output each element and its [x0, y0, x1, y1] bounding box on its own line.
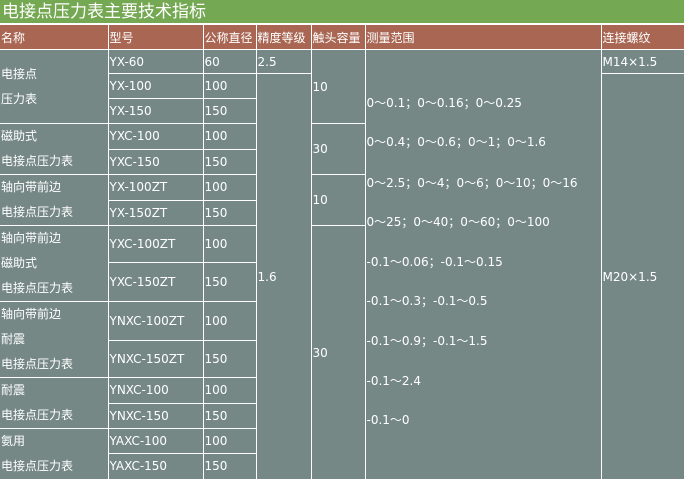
header-range: 测量范围	[364, 24, 602, 50]
diameter-cell: 60	[202, 49, 257, 74]
range-line: 0～0.1；0～0.16；0～0.25	[366, 96, 522, 110]
diameter-cell: 150	[202, 148, 257, 175]
header-row: 名称 型号 公称直径 精度等级 触头容量 测量范围 连接螺纹	[0, 24, 684, 50]
table-row: YNXC-150ZT 150	[0, 339, 684, 379]
name-cell: 电接点 压力表	[0, 49, 109, 124]
name-cell: 氨用 电接点压力表	[0, 428, 109, 480]
diameter-cell: 100	[202, 174, 257, 201]
model-cell: YNXC-150	[107, 402, 204, 429]
diameter-cell: 150	[202, 452, 257, 480]
table-row: 电接点 压力表 YX-60 60 2.5 10 0～0.1；0～0.16；0～0.…	[0, 49, 684, 480]
header-precision: 精度等级	[255, 24, 312, 50]
diameter-cell: 100	[202, 301, 257, 341]
diameter-cell: 150	[202, 199, 257, 226]
name-cell: 轴向带前边 磁助式 电接点压力表	[0, 225, 109, 302]
model-cell: YAXC-100	[107, 428, 204, 454]
range-cell: 0～0.1；0～0.16；0～0.25 0～0.4；0～0.6；0～1；0～1.…	[364, 49, 602, 480]
diameter-cell: 100	[202, 377, 257, 404]
range-line: -0.1～0	[366, 413, 410, 427]
thread-cell: M14×1.5	[600, 49, 684, 74]
diameter-cell: 100	[202, 123, 257, 150]
page-title: 电接点压力表主要技术指标	[0, 0, 684, 24]
table-row: 磁助式 电接点压力表 YXC-100 100 30	[0, 123, 684, 175]
range-line: 0～2.5；0～4；0～6；0～10；0～16	[366, 176, 578, 190]
table-row: YX-150ZT 150	[0, 199, 684, 226]
model-cell: YX-100	[107, 73, 204, 99]
table-row: 轴向带前边 耐震 电接点压力表 YNXC-100ZT 100	[0, 301, 684, 378]
contact-cell: 30	[310, 123, 366, 175]
name-cell: 轴向带前边 电接点压力表	[0, 174, 109, 226]
table-row: 轴向带前边 磁助式 电接点压力表 YXC-100ZT 100 30	[0, 225, 684, 480]
name-cell: 耐震 电接点压力表	[0, 377, 109, 429]
header-model: 型号	[107, 24, 204, 50]
header-name: 名称	[0, 24, 109, 50]
range-line: -0.1～0.9；-0.1～1.5	[366, 334, 488, 348]
model-cell: YX-150	[107, 98, 204, 124]
diameter-cell: 150	[202, 98, 257, 124]
diameter-cell: 150	[202, 261, 257, 303]
name-cell: 轴向带前边 耐震 电接点压力表	[0, 301, 109, 378]
range-line: -0.1～0.06；-0.1～0.15	[366, 255, 503, 269]
diameter-cell: 150	[202, 339, 257, 379]
range-line: -0.1～0.3；-0.1～0.5	[366, 294, 488, 308]
model-cell: YX-60	[107, 49, 204, 74]
precision-cell: 1.6	[255, 73, 312, 480]
header-contact: 触头容量	[310, 24, 366, 50]
thread-cell: M20×1.5	[600, 73, 684, 480]
table-row: YX-150 150	[0, 98, 684, 124]
contact-cell: 10	[310, 174, 366, 226]
model-cell: YX-100ZT	[107, 174, 204, 201]
name-cell: 磁助式 电接点压力表	[0, 123, 109, 175]
precision-cell: 2.5	[255, 49, 312, 74]
diameter-cell: 100	[202, 73, 257, 99]
diameter-cell: 100	[202, 428, 257, 454]
range-line: 0～0.4；0～0.6；0～1；0～1.6	[366, 135, 546, 149]
table-row: YXC-150ZT 150	[0, 261, 684, 303]
model-cell: YXC-150	[107, 148, 204, 175]
contact-cell: 30	[310, 225, 366, 480]
diameter-cell: 150	[202, 402, 257, 429]
contact-cell: 10	[310, 49, 366, 124]
header-diameter: 公称直径	[202, 24, 257, 50]
table-row: YX-100 100 1.6 M20×1.5	[0, 73, 684, 480]
header-thread: 连接螺纹	[600, 24, 684, 50]
model-cell: YXC-100	[107, 123, 204, 150]
range-line: -0.1～2.4	[366, 374, 422, 388]
model-cell: YAXC-150	[107, 452, 204, 480]
model-cell: YXC-100ZT	[107, 225, 204, 263]
model-cell: YNXC-100ZT	[107, 301, 204, 341]
diameter-cell: 100	[202, 225, 257, 263]
spec-table: 名称 型号 公称直径 精度等级 触头容量 测量范围 连接螺纹 电接点 压力表 YX…	[0, 24, 684, 480]
model-cell: YNXC-100	[107, 377, 204, 404]
range-line: 0～25；0～40；0～60；0～100	[366, 215, 550, 229]
model-cell: YX-150ZT	[107, 199, 204, 226]
model-cell: YNXC-150ZT	[107, 339, 204, 379]
model-cell: YXC-150ZT	[107, 261, 204, 303]
